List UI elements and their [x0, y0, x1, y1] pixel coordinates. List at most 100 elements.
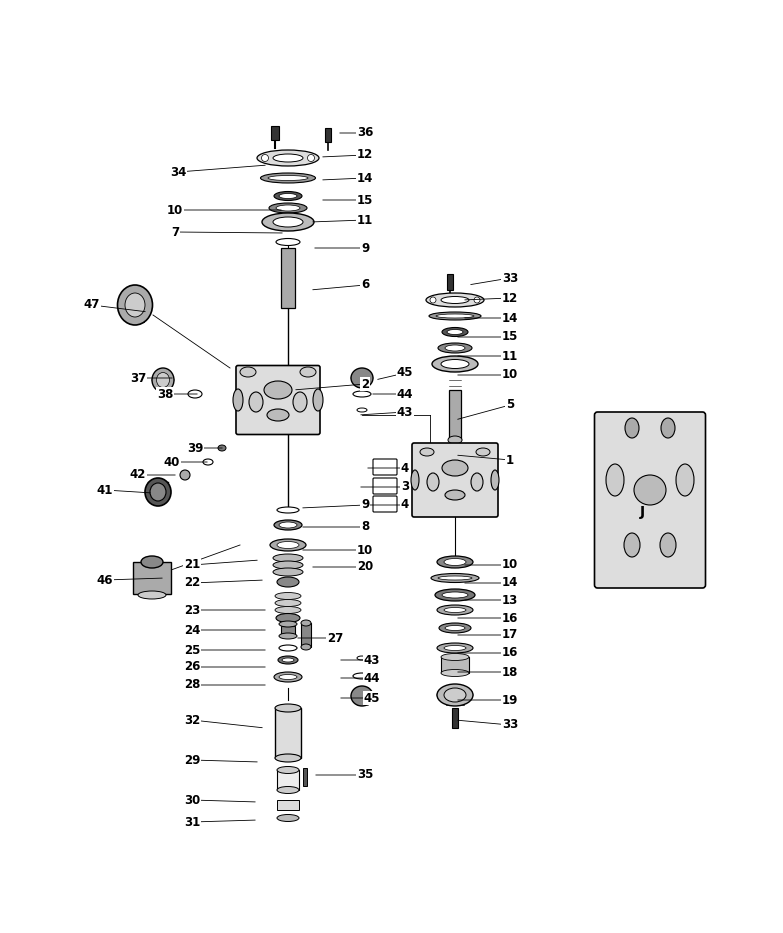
Ellipse shape	[301, 620, 311, 626]
Text: 30: 30	[184, 793, 200, 806]
Text: 11: 11	[357, 214, 373, 227]
Ellipse shape	[426, 293, 484, 307]
Text: 45: 45	[364, 691, 381, 704]
Bar	[277, 800, 299, 810]
Ellipse shape	[262, 213, 314, 231]
Ellipse shape	[268, 175, 308, 180]
Bar	[133, 562, 171, 594]
Ellipse shape	[277, 815, 299, 821]
Text: 33: 33	[502, 272, 518, 285]
Bar	[452, 708, 458, 728]
Text: 10: 10	[502, 369, 518, 382]
Ellipse shape	[218, 445, 226, 451]
Ellipse shape	[300, 367, 316, 377]
Ellipse shape	[441, 653, 469, 661]
Text: 15: 15	[502, 330, 518, 343]
Ellipse shape	[308, 155, 315, 161]
Ellipse shape	[441, 670, 469, 676]
Ellipse shape	[274, 191, 302, 201]
Ellipse shape	[275, 704, 301, 712]
Ellipse shape	[261, 173, 316, 183]
Text: 36: 36	[357, 127, 373, 140]
Text: 44: 44	[397, 387, 413, 400]
Ellipse shape	[275, 754, 301, 762]
Ellipse shape	[279, 193, 297, 199]
Ellipse shape	[445, 490, 465, 500]
Text: 47: 47	[84, 299, 100, 312]
Ellipse shape	[180, 470, 190, 480]
Ellipse shape	[438, 343, 472, 353]
Ellipse shape	[351, 368, 373, 388]
Text: 14: 14	[357, 172, 373, 185]
Ellipse shape	[276, 239, 300, 245]
Text: 45: 45	[397, 367, 413, 380]
Ellipse shape	[437, 643, 473, 653]
Ellipse shape	[240, 367, 256, 377]
Text: 10: 10	[502, 559, 518, 572]
Ellipse shape	[353, 673, 371, 679]
Ellipse shape	[437, 605, 473, 615]
Ellipse shape	[270, 539, 306, 551]
Bar	[277, 770, 299, 790]
Ellipse shape	[471, 473, 483, 491]
Text: 39: 39	[187, 441, 203, 454]
Ellipse shape	[152, 368, 174, 392]
Text: 12: 12	[502, 291, 518, 304]
Text: 1: 1	[506, 453, 514, 466]
Ellipse shape	[276, 614, 300, 622]
Text: 6: 6	[361, 278, 369, 291]
Text: 24: 24	[184, 623, 200, 636]
Ellipse shape	[257, 150, 319, 166]
Ellipse shape	[444, 559, 466, 565]
Bar	[449, 390, 461, 440]
Ellipse shape	[435, 589, 475, 601]
FancyBboxPatch shape	[373, 478, 397, 494]
Text: 9: 9	[361, 498, 369, 511]
Ellipse shape	[301, 644, 311, 650]
Ellipse shape	[203, 459, 213, 465]
Ellipse shape	[277, 767, 299, 773]
Ellipse shape	[274, 672, 302, 682]
Ellipse shape	[150, 483, 166, 501]
Ellipse shape	[444, 607, 466, 612]
Ellipse shape	[278, 656, 298, 664]
Ellipse shape	[275, 606, 301, 614]
Ellipse shape	[262, 155, 269, 161]
Ellipse shape	[277, 541, 299, 549]
Text: 43: 43	[397, 406, 413, 419]
Ellipse shape	[357, 656, 367, 660]
Ellipse shape	[273, 568, 303, 576]
Ellipse shape	[634, 475, 666, 505]
Bar	[325, 128, 331, 142]
Ellipse shape	[430, 297, 436, 303]
Ellipse shape	[277, 577, 299, 587]
Ellipse shape	[439, 623, 471, 633]
Ellipse shape	[279, 522, 297, 528]
Text: 46: 46	[97, 574, 114, 587]
Text: 41: 41	[97, 483, 114, 496]
Ellipse shape	[279, 621, 297, 627]
Text: 19: 19	[502, 693, 518, 706]
Ellipse shape	[145, 478, 171, 506]
Ellipse shape	[445, 345, 465, 351]
Ellipse shape	[427, 473, 439, 491]
Text: 8: 8	[361, 521, 369, 534]
Text: 16: 16	[502, 611, 518, 624]
Ellipse shape	[273, 217, 303, 227]
Ellipse shape	[420, 448, 434, 456]
FancyBboxPatch shape	[412, 443, 498, 517]
Text: 23: 23	[184, 604, 200, 617]
Text: 3: 3	[401, 480, 409, 494]
Text: 2: 2	[361, 378, 369, 391]
Text: 33: 33	[502, 718, 518, 731]
Bar	[303, 768, 307, 786]
Ellipse shape	[444, 646, 466, 650]
Text: 29: 29	[184, 754, 200, 767]
Text: 26: 26	[184, 661, 200, 674]
Ellipse shape	[491, 470, 499, 490]
Text: 14: 14	[502, 312, 518, 325]
Ellipse shape	[188, 390, 202, 398]
Ellipse shape	[660, 533, 676, 557]
Text: 15: 15	[357, 193, 373, 206]
Ellipse shape	[357, 408, 367, 412]
